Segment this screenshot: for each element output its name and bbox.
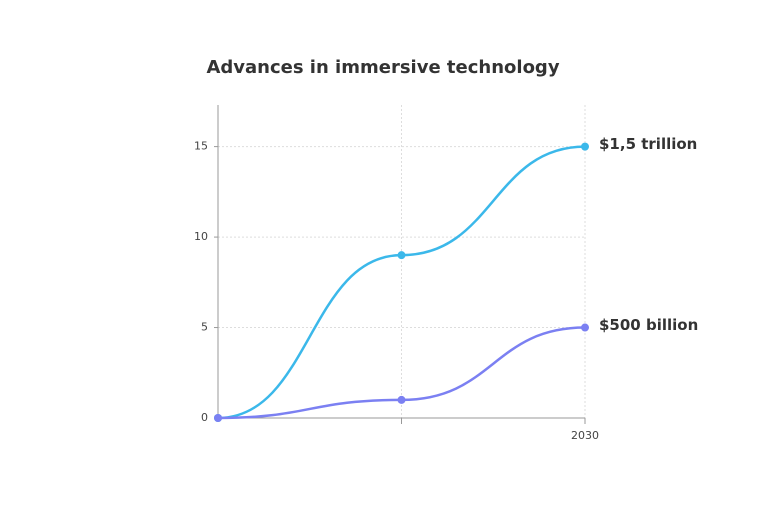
point	[214, 414, 222, 422]
x-tick-label: 2030	[571, 429, 599, 442]
y-tick-label: 10	[194, 230, 208, 243]
point	[581, 142, 589, 151]
y-tick-label: 15	[194, 140, 208, 153]
y-tick-label: 0	[201, 411, 208, 424]
value-label: $1,5 trillion	[599, 135, 697, 153]
point	[397, 395, 406, 404]
point	[581, 323, 589, 332]
point	[397, 251, 406, 260]
value-label: $500 billion	[599, 316, 698, 334]
chart-title: Advances in immersive technology	[206, 57, 559, 78]
y-tick-label: 5	[201, 321, 208, 334]
